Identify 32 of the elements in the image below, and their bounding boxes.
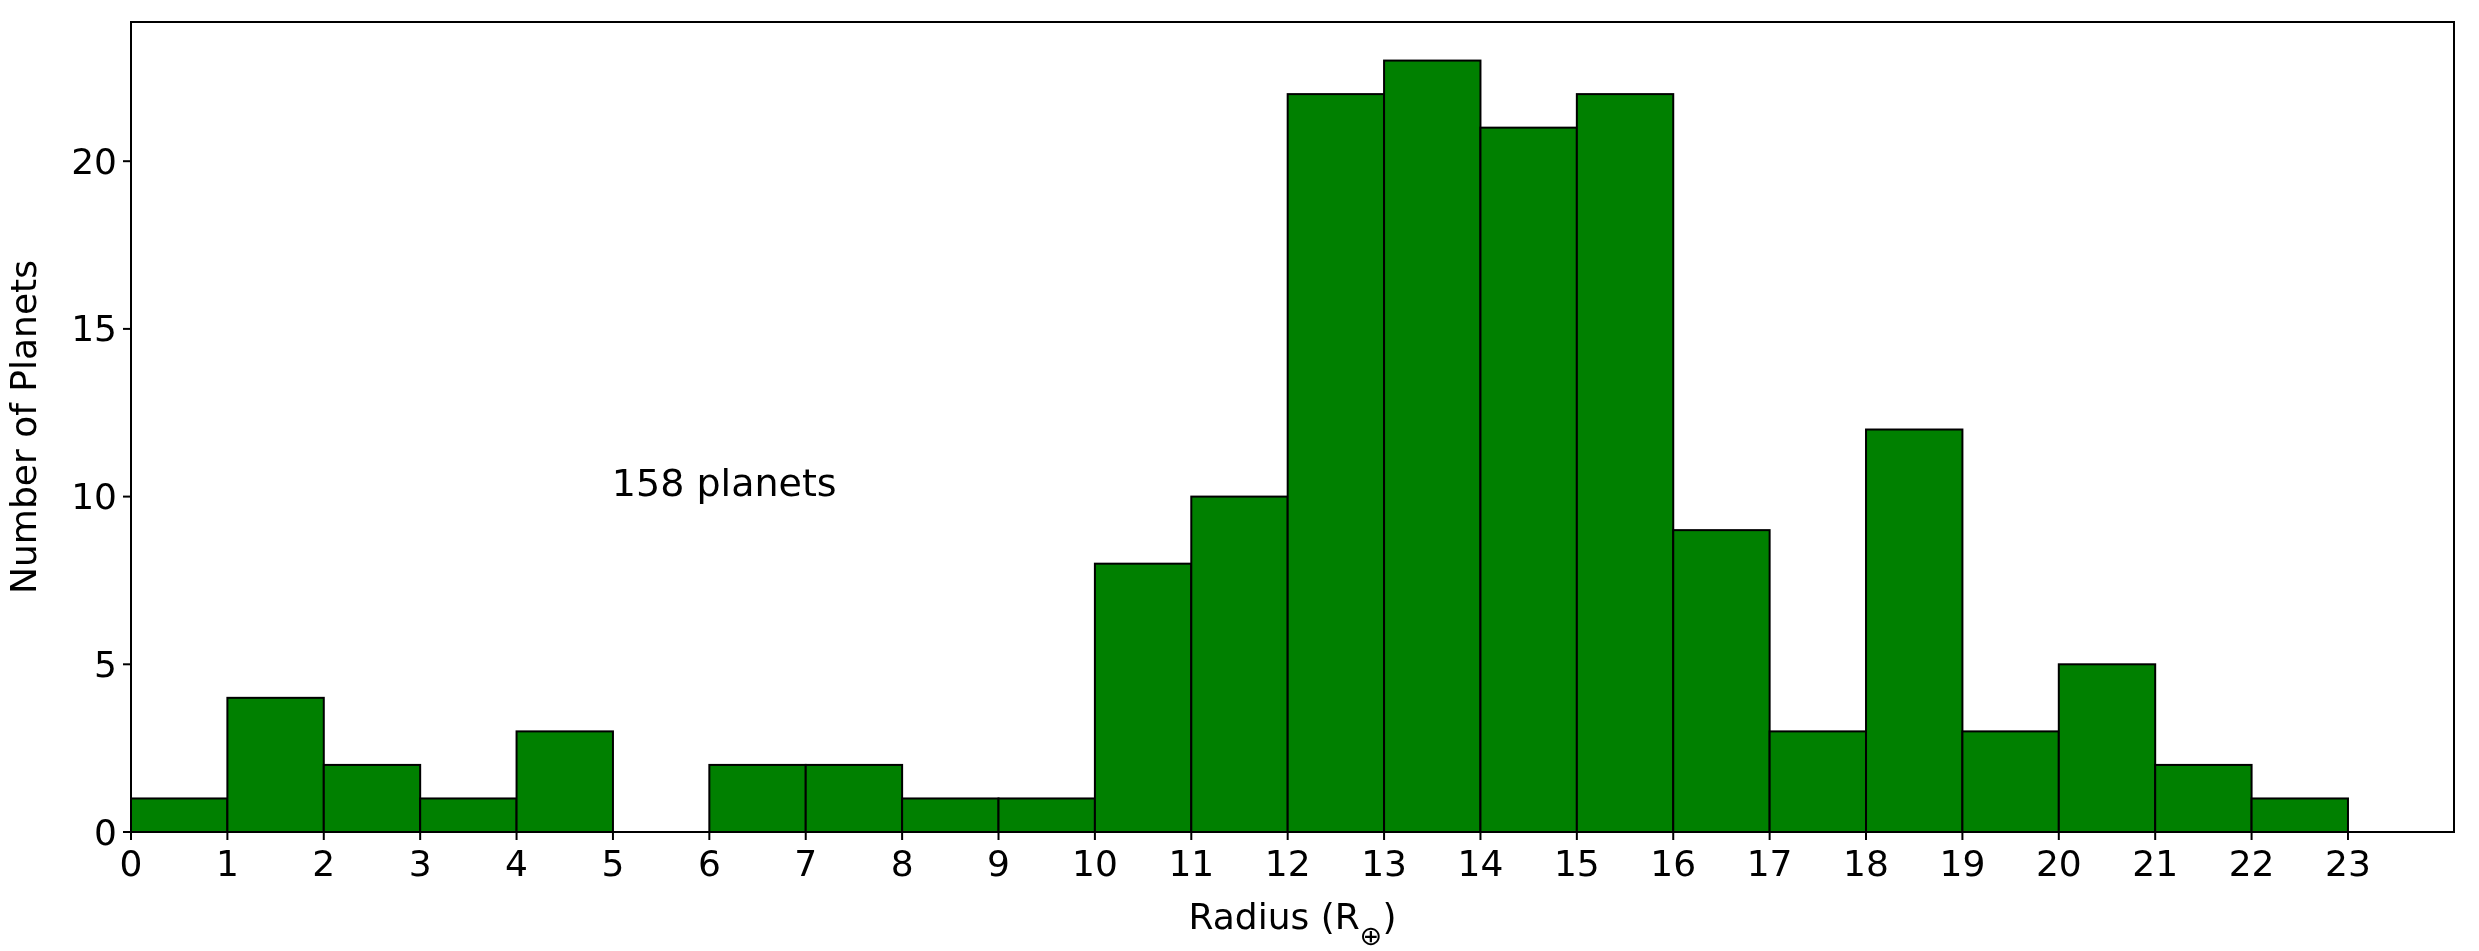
x-tick-label: 14 (1457, 843, 1504, 884)
x-axis-title: Radius (R$_{⊕}$) (1188, 896, 1397, 951)
y-axis-title: Number of Planets (3, 260, 44, 594)
y-tick-label: 15 (71, 308, 117, 350)
x-tick-label: 11 (1168, 843, 1215, 884)
x-tick-label: 2 (312, 843, 336, 884)
x-tick-label: 22 (2228, 843, 2275, 884)
x-tick-label: 4 (505, 843, 529, 884)
x-tick-label: 18 (1843, 843, 1889, 884)
x-tick-label: 17 (1746, 843, 1793, 884)
y-tick-label: 5 (94, 643, 117, 685)
x-tick-label: 20 (2035, 843, 2082, 884)
x-tick-label: 0 (119, 843, 143, 884)
x-tick-label: 1 (215, 843, 239, 884)
x-tick-label: 7 (794, 843, 818, 884)
y-tick-label: 10 (71, 476, 117, 518)
x-tick-label: 21 (2132, 843, 2179, 884)
x-tick-label: 6 (697, 843, 721, 884)
x-tick-label: 9 (987, 843, 1010, 884)
x-tick-label: 15 (1553, 843, 1600, 884)
x-tick-label: 16 (1650, 843, 1697, 884)
y-tick-label: 0 (94, 811, 117, 853)
x-tick-label: 13 (1361, 843, 1407, 884)
x-tick-label: 12 (1264, 843, 1311, 884)
annotation: 158 planets (611, 460, 837, 505)
x-tick-label: 23 (2325, 843, 2371, 884)
x-tick-label: 19 (1939, 843, 1986, 884)
y-tick-label: 20 (71, 140, 117, 182)
x-tick-label: 10 (1071, 843, 1118, 884)
x-tick-label: 5 (601, 843, 625, 884)
x-tick-label: 8 (890, 843, 914, 884)
x-tick-label: 3 (408, 843, 432, 884)
